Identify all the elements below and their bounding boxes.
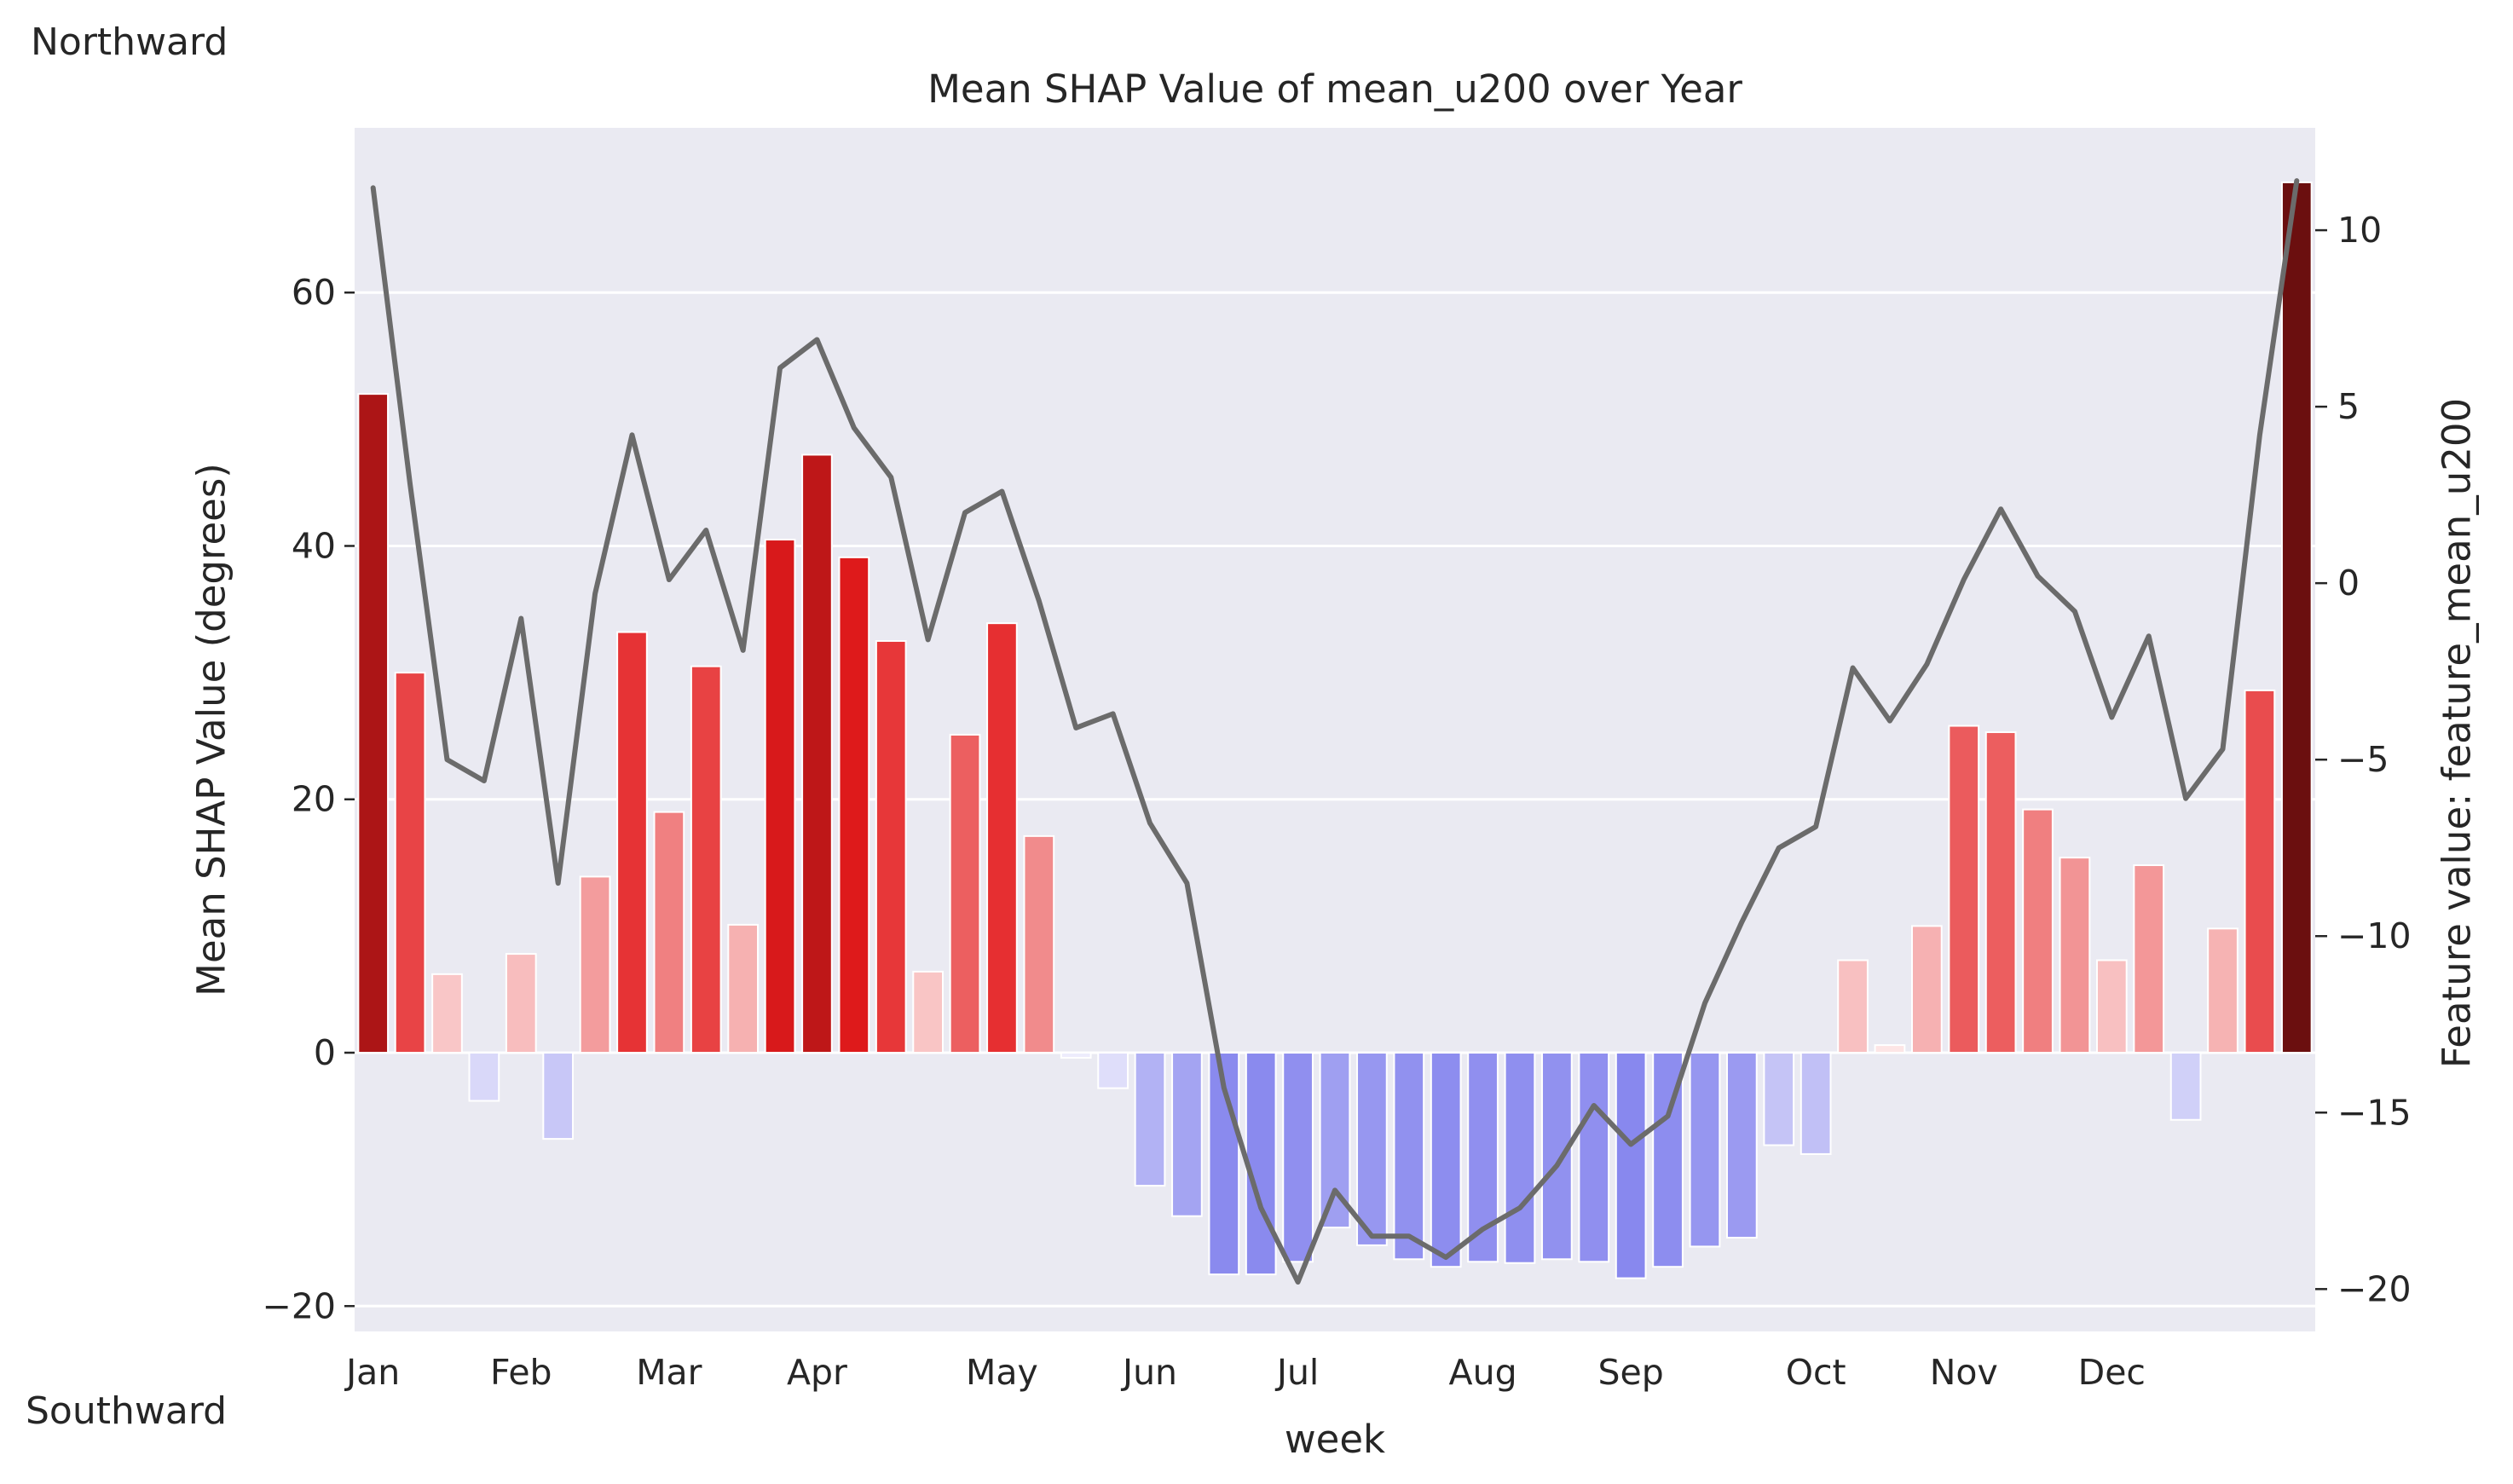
x-tick-label: Jul xyxy=(1274,1352,1319,1393)
x-tick-label: Apr xyxy=(787,1352,847,1393)
bar xyxy=(579,875,611,1054)
bar xyxy=(1910,925,1943,1054)
bar xyxy=(616,631,648,1054)
bar xyxy=(2133,864,2165,1054)
x-tick-label: Dec xyxy=(2078,1352,2146,1393)
x-tick-label: Jan xyxy=(344,1352,400,1393)
bar xyxy=(542,1052,575,1140)
bar xyxy=(1060,1052,1092,1059)
bar xyxy=(801,453,833,1054)
bar xyxy=(1984,730,2017,1054)
bar xyxy=(1282,1052,1314,1263)
bar xyxy=(690,665,722,1054)
y2-tick-label: 0 xyxy=(2337,563,2360,603)
bar xyxy=(838,556,870,1054)
x-tick-label: Nov xyxy=(1930,1352,1998,1393)
y-tick-label: 0 xyxy=(314,1032,336,1073)
x-tick-label: Sep xyxy=(1598,1352,1664,1393)
bar xyxy=(2280,181,2313,1054)
bar xyxy=(875,639,907,1054)
x-axis: Jan Feb Mar Apr May Jun Jul Aug Sep Oct Nov Dec xyxy=(344,1352,2146,1393)
bar xyxy=(1393,1052,1425,1261)
bar xyxy=(1319,1052,1351,1229)
bar xyxy=(2207,927,2239,1054)
x-tick-label: Oct xyxy=(1786,1352,1846,1393)
bar xyxy=(1615,1052,1647,1279)
y-tick-label: 60 xyxy=(292,272,336,313)
feature-line-series xyxy=(370,178,2300,1285)
y-axis-label: Mean SHAP Value (degrees) xyxy=(189,463,234,996)
x-tick-label: Mar xyxy=(636,1352,702,1393)
bar xyxy=(986,622,1018,1054)
bar xyxy=(1504,1052,1536,1264)
bar xyxy=(2022,808,2054,1054)
bar xyxy=(505,953,537,1054)
y2-tick-label: −15 xyxy=(2337,1092,2412,1133)
bar xyxy=(2095,959,2128,1054)
bar xyxy=(653,811,685,1054)
bar xyxy=(468,1052,500,1102)
bar xyxy=(1689,1052,1721,1248)
bar xyxy=(949,733,981,1054)
bar xyxy=(2244,689,2276,1054)
southward-annotation: Southward xyxy=(26,1389,228,1433)
y-tick-label: −20 xyxy=(262,1285,336,1326)
bar xyxy=(1097,1052,1129,1089)
bar xyxy=(1837,959,1869,1054)
bar xyxy=(1023,834,1055,1054)
x-tick-label: Jun xyxy=(1120,1352,1177,1393)
bar xyxy=(1356,1052,1388,1246)
y2-axis-label: Feature value: feature_mean_u200 xyxy=(2435,398,2480,1068)
bar xyxy=(1874,1044,1906,1054)
x-tick-label: May xyxy=(966,1352,1038,1393)
y2-tick-label: −20 xyxy=(2337,1268,2412,1309)
chart-title: Mean SHAP Value of mean_u200 over Year xyxy=(927,66,1742,112)
northward-annotation: Northward xyxy=(31,20,228,64)
x-axis-label: week xyxy=(1285,1417,1385,1462)
bar xyxy=(1171,1052,1203,1217)
y2-tick-label: 5 xyxy=(2337,386,2360,427)
bar xyxy=(1430,1052,1462,1268)
bar xyxy=(912,970,944,1054)
y2-tick-label: 10 xyxy=(2337,210,2382,251)
y2-tick-label: −5 xyxy=(2337,739,2389,780)
bar xyxy=(1948,725,1980,1054)
bar-series xyxy=(357,181,2313,1279)
bar xyxy=(1134,1052,1166,1187)
left-y-axis: −20 0 20 40 60 xyxy=(262,272,355,1326)
bar xyxy=(764,539,796,1054)
bar xyxy=(394,672,426,1054)
bar xyxy=(2169,1052,2202,1121)
y-tick-label: 40 xyxy=(292,525,336,566)
bar xyxy=(1245,1052,1277,1276)
bar xyxy=(1763,1052,1795,1146)
bar xyxy=(2059,857,2091,1054)
bar xyxy=(357,393,390,1054)
bar xyxy=(1726,1052,1758,1239)
bar xyxy=(1541,1052,1573,1261)
y-tick-label: 20 xyxy=(292,779,336,820)
bar xyxy=(1800,1052,1832,1155)
bar xyxy=(727,923,760,1054)
bar xyxy=(431,973,463,1054)
x-tick-label: Aug xyxy=(1449,1352,1517,1393)
bar xyxy=(1578,1052,1610,1263)
right-y-axis: −20 −15 −10 −5 0 5 10 xyxy=(2315,210,2412,1309)
x-tick-label: Feb xyxy=(490,1352,552,1393)
y2-tick-label: −10 xyxy=(2337,915,2412,956)
feature-line xyxy=(370,178,2300,1285)
